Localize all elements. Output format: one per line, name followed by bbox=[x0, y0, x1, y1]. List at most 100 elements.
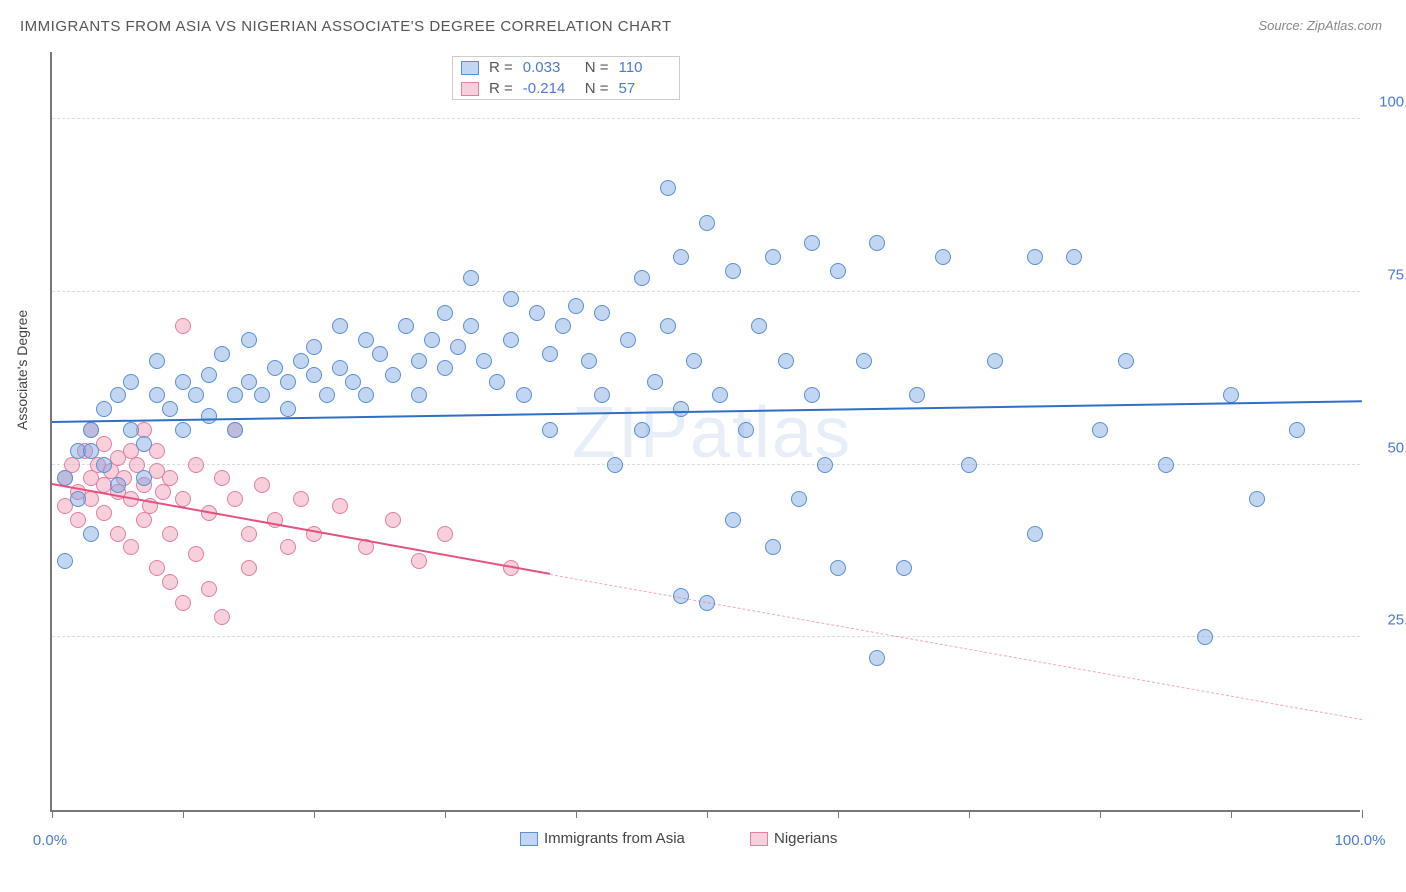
scatter-dot-pink bbox=[123, 539, 139, 555]
scatter-dot-blue bbox=[280, 374, 296, 390]
scatter-dot-pink bbox=[201, 581, 217, 597]
scatter-dot-blue bbox=[1027, 526, 1043, 542]
scatter-dot-blue bbox=[1092, 422, 1108, 438]
plot-area: ZIPatlas R =0.033N =110R =-0.214N =57 25… bbox=[50, 52, 1360, 812]
y-tick-label: 75.0% bbox=[1370, 266, 1406, 283]
scatter-dot-pink bbox=[188, 457, 204, 473]
scatter-dot-blue bbox=[1027, 249, 1043, 265]
scatter-dot-pink bbox=[96, 505, 112, 521]
scatter-dot-blue bbox=[136, 470, 152, 486]
scatter-dot-pink bbox=[149, 560, 165, 576]
scatter-dot-blue bbox=[804, 235, 820, 251]
scatter-dot-blue bbox=[57, 553, 73, 569]
gridline-h bbox=[52, 636, 1360, 637]
scatter-dot-blue bbox=[712, 387, 728, 403]
scatter-dot-pink bbox=[214, 470, 230, 486]
scatter-dot-blue bbox=[1289, 422, 1305, 438]
x-tick bbox=[445, 810, 446, 818]
scatter-dot-pink bbox=[241, 560, 257, 576]
scatter-dot-blue bbox=[896, 560, 912, 576]
scatter-dot-blue bbox=[503, 291, 519, 307]
scatter-dot-pink bbox=[293, 491, 309, 507]
scatter-dot-blue bbox=[306, 339, 322, 355]
scatter-dot-blue bbox=[241, 332, 257, 348]
scatter-dot-pink bbox=[162, 574, 178, 590]
scatter-dot-blue bbox=[96, 457, 112, 473]
scatter-dot-blue bbox=[110, 477, 126, 493]
x-tick bbox=[183, 810, 184, 818]
scatter-dot-blue bbox=[149, 387, 165, 403]
scatter-dot-blue bbox=[935, 249, 951, 265]
scatter-dot-blue bbox=[765, 539, 781, 555]
scatter-dot-blue bbox=[607, 457, 623, 473]
swatch-blue bbox=[461, 61, 479, 75]
x-tick bbox=[314, 810, 315, 818]
scatter-dot-blue bbox=[987, 353, 1003, 369]
scatter-dot-blue bbox=[804, 387, 820, 403]
scatter-dot-blue bbox=[201, 408, 217, 424]
scatter-dot-blue bbox=[660, 318, 676, 334]
x-tick-label: 0.0% bbox=[33, 832, 67, 849]
scatter-dot-blue bbox=[961, 457, 977, 473]
scatter-dot-blue bbox=[123, 374, 139, 390]
scatter-dot-pink bbox=[332, 498, 348, 514]
stat-row: R =0.033N =110 bbox=[453, 57, 679, 78]
scatter-dot-pink bbox=[155, 484, 171, 500]
gridline-h bbox=[52, 291, 1360, 292]
scatter-dot-pink bbox=[280, 539, 296, 555]
scatter-dot-pink bbox=[227, 491, 243, 507]
swatch-pink bbox=[461, 82, 479, 96]
scatter-dot-blue bbox=[319, 387, 335, 403]
scatter-dot-blue bbox=[647, 374, 663, 390]
scatter-dot-blue bbox=[817, 457, 833, 473]
trend-line-blue bbox=[52, 400, 1362, 423]
stat-r-label: R = bbox=[489, 59, 513, 76]
scatter-dot-pink bbox=[162, 526, 178, 542]
scatter-dot-blue bbox=[568, 298, 584, 314]
stat-n-label: N = bbox=[585, 80, 609, 97]
scatter-dot-blue bbox=[254, 387, 270, 403]
swatch-blue bbox=[520, 832, 538, 846]
scatter-dot-pink bbox=[385, 512, 401, 528]
scatter-dot-blue bbox=[516, 387, 532, 403]
x-tick bbox=[838, 810, 839, 818]
chart-title: IMMIGRANTS FROM ASIA VS NIGERIAN ASSOCIA… bbox=[20, 18, 672, 35]
stat-n-label: N = bbox=[585, 59, 609, 76]
scatter-dot-blue bbox=[594, 305, 610, 321]
scatter-dot-blue bbox=[555, 318, 571, 334]
scatter-dot-blue bbox=[503, 332, 519, 348]
scatter-dot-pink bbox=[214, 609, 230, 625]
scatter-dot-blue bbox=[149, 353, 165, 369]
scatter-dot-blue bbox=[136, 436, 152, 452]
scatter-dot-blue bbox=[869, 650, 885, 666]
scatter-dot-blue bbox=[830, 560, 846, 576]
swatch-pink bbox=[750, 832, 768, 846]
gridline-h bbox=[52, 118, 1360, 119]
scatter-dot-blue bbox=[175, 422, 191, 438]
scatter-dot-blue bbox=[83, 526, 99, 542]
scatter-dot-blue bbox=[437, 305, 453, 321]
scatter-dot-blue bbox=[424, 332, 440, 348]
scatter-dot-blue bbox=[1249, 491, 1265, 507]
x-tick bbox=[1100, 810, 1101, 818]
scatter-dot-blue bbox=[345, 374, 361, 390]
scatter-dot-pink bbox=[241, 526, 257, 542]
scatter-dot-blue bbox=[594, 387, 610, 403]
y-tick-label: 100.0% bbox=[1370, 94, 1406, 111]
scatter-dot-blue bbox=[791, 491, 807, 507]
scatter-dot-blue bbox=[437, 360, 453, 376]
scatter-dot-blue bbox=[909, 387, 925, 403]
trend-line-pink-dashed bbox=[550, 574, 1362, 720]
stat-row: R =-0.214N =57 bbox=[453, 78, 679, 99]
scatter-dot-blue bbox=[869, 235, 885, 251]
scatter-dot-blue bbox=[1158, 457, 1174, 473]
y-axis-label: Associate's Degree bbox=[14, 310, 30, 430]
scatter-dot-pink bbox=[175, 595, 191, 611]
scatter-dot-pink bbox=[162, 470, 178, 486]
scatter-dot-pink bbox=[254, 477, 270, 493]
scatter-dot-blue bbox=[358, 332, 374, 348]
x-tick bbox=[52, 810, 53, 818]
scatter-dot-blue bbox=[476, 353, 492, 369]
scatter-dot-blue bbox=[1197, 629, 1213, 645]
stat-n-value: 110 bbox=[619, 59, 671, 76]
